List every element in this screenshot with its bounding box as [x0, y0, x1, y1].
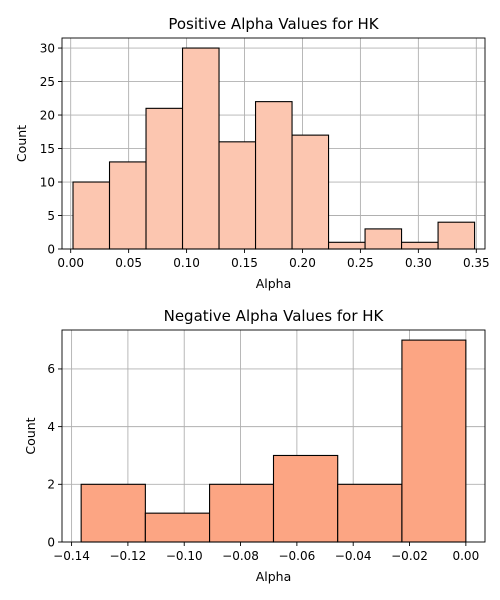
y-tick-label: 6: [47, 362, 55, 376]
negative-alpha-histogram: −0.14 −0.12 −0.10 −0.08 −0.06 −0.04 −0.02 0.00 0…: [23, 307, 486, 584]
y-tick-label: 20: [40, 108, 55, 122]
x-tick-label: −0.10: [166, 549, 203, 563]
x-tick-label: 0.15: [231, 256, 258, 270]
histogram-bar: [144, 512, 211, 543]
x-tick-label: 0.25: [347, 256, 374, 270]
x-tick-label: −0.04: [335, 549, 372, 563]
y-axis-label: Count: [14, 125, 29, 162]
histogram-bar: [401, 339, 467, 543]
histogram-bar: [291, 134, 330, 250]
histogram-bar: [327, 241, 366, 250]
x-tick-label: 0.30: [405, 256, 432, 270]
y-tick-label: 10: [40, 175, 55, 189]
histogram-bar: [272, 454, 339, 543]
x-tick-label: 0.10: [173, 256, 200, 270]
histogram-bar: [437, 221, 476, 250]
histogram-bar: [181, 47, 220, 250]
histogram-bar: [209, 483, 275, 543]
histogram-bar: [364, 228, 403, 250]
x-tick-label: −0.08: [222, 549, 259, 563]
histogram-bar: [108, 161, 147, 250]
y-tick-label: 30: [40, 41, 55, 55]
x-tick-label: 0.00: [452, 549, 479, 563]
y-axis-label: Count: [23, 417, 38, 454]
positive-alpha-histogram: 0.00 0.05 0.10 0.15 0.20 0.25 0.30 0.35 0 5 10 15 20…: [14, 15, 490, 291]
chart-title: Positive Alpha Values for HK: [168, 15, 379, 33]
y-tick-label: 4: [47, 420, 55, 434]
histogram-bar: [145, 107, 184, 250]
x-tick-label: 0.00: [57, 256, 84, 270]
histogram-bar: [254, 101, 293, 250]
y-tick-label: 25: [40, 75, 55, 89]
y-tick-label: 2: [47, 478, 55, 492]
histogram-bar: [401, 241, 439, 250]
y-tick-label: 5: [47, 209, 55, 223]
x-tick-label: −0.02: [391, 549, 428, 563]
x-tick-label: −0.12: [110, 549, 147, 563]
axes-frame: [61, 329, 486, 543]
y-tick-label: 0: [47, 535, 55, 549]
histogram-bar: [80, 483, 146, 543]
histogram-bar: [337, 483, 403, 543]
y-tick-label: 15: [40, 142, 55, 156]
x-axis-label: Alpha: [256, 276, 292, 291]
x-tick-label: 0.05: [115, 256, 142, 270]
histogram-bar: [72, 181, 111, 250]
axes-frame: [61, 37, 486, 250]
y-tick-label: 0: [47, 242, 55, 256]
x-tick-label: −0.06: [278, 549, 315, 563]
histogram-bar: [218, 141, 257, 250]
x-axis-label: Alpha: [256, 569, 292, 584]
x-tick-label: 0.35: [463, 256, 490, 270]
x-tick-label: 0.20: [289, 256, 316, 270]
chart-title: Negative Alpha Values for HK: [164, 307, 385, 325]
x-tick-label: −0.14: [53, 549, 90, 563]
